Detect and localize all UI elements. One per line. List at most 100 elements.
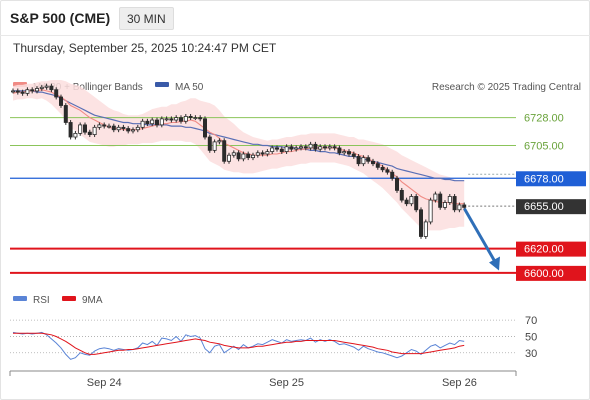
rsi-tick-70: 70 — [525, 315, 537, 327]
candle-body — [193, 117, 198, 120]
candle-body — [130, 129, 135, 132]
candle-body — [351, 153, 356, 157]
candle-body — [49, 85, 54, 91]
candle-body — [303, 146, 308, 149]
level-label-6655.00: 6655.00 — [524, 201, 564, 213]
candle-body — [438, 193, 443, 208]
ma50-legend-label: MA 50 — [175, 82, 204, 93]
candle-body — [385, 169, 390, 173]
timeframe-button[interactable]: 30 MIN — [119, 7, 174, 30]
candle-body — [102, 124, 107, 127]
candle-body — [202, 118, 207, 138]
candle-body — [399, 189, 404, 201]
candle-body — [169, 118, 174, 121]
ma50-legend-swatch — [155, 82, 169, 87]
candle-body — [462, 204, 467, 208]
candle-body — [322, 146, 327, 149]
candle-body — [260, 152, 265, 155]
candle-body — [92, 126, 97, 135]
level-label-6705.00: 6705.00 — [524, 141, 564, 153]
candle-body — [274, 147, 279, 150]
candle-body — [327, 146, 332, 149]
candle-body — [332, 146, 337, 149]
candle-body — [44, 85, 49, 88]
level-label-6620.00: 6620.00 — [524, 244, 564, 256]
rsi-tick-30: 30 — [525, 348, 537, 360]
candle-body — [154, 119, 159, 126]
candle-body — [375, 163, 380, 168]
candle-body — [370, 160, 375, 165]
candle-body — [442, 202, 447, 208]
candle-body — [418, 209, 423, 237]
candle-body — [174, 117, 179, 121]
candle-body — [54, 89, 59, 98]
rsi-tick-50: 50 — [525, 331, 537, 343]
candle-body — [107, 125, 112, 128]
timestamp: Thursday, September 25, 2025 10:24:47 PM… — [13, 41, 277, 55]
candle-body — [231, 152, 236, 156]
candle-body — [198, 117, 203, 120]
candle-body — [394, 177, 399, 191]
candle-body — [111, 125, 116, 131]
candle-body — [366, 157, 371, 162]
x-tick-label: Sep 25 — [269, 377, 304, 389]
candle-body — [284, 146, 289, 152]
candle-body — [145, 120, 150, 125]
candle-body — [30, 89, 35, 92]
candle-body — [308, 143, 313, 149]
rsi-legend-label: RSI — [33, 295, 50, 306]
forecast-arrow-head — [489, 256, 500, 271]
candle-body — [433, 193, 438, 201]
candle-body — [246, 153, 251, 159]
candle-body — [15, 90, 20, 93]
candle-body — [87, 131, 92, 136]
candle-body — [346, 151, 351, 155]
candle-body — [126, 128, 131, 132]
rsi-series-rsi — [12, 331, 465, 360]
candle-body — [423, 221, 428, 237]
candle-body — [226, 154, 231, 162]
candle-body — [212, 141, 217, 151]
level-tag-6620.00 — [516, 241, 586, 257]
candle-body — [298, 146, 303, 149]
candle-body — [236, 152, 241, 160]
time-axis: Sep 24 Sep 25 Sep 26 — [9, 370, 517, 389]
candle-body — [270, 147, 275, 152]
candle-body — [404, 199, 409, 205]
rsi-legend: RSI 9MA — [13, 295, 103, 306]
candle-body — [428, 199, 433, 223]
candle-body — [59, 96, 64, 106]
candle-body — [250, 154, 255, 159]
candle-body — [63, 105, 68, 123]
credit-label: Research © 2025 Trading Central — [432, 82, 581, 93]
candle-body — [356, 156, 361, 165]
candle-body — [188, 116, 193, 119]
candle-body — [380, 166, 385, 171]
candle-body — [97, 124, 102, 128]
candle-body — [457, 204, 462, 211]
ma9-legend-label: 9MA — [82, 295, 103, 306]
candle-body — [318, 146, 323, 150]
candle-body — [361, 157, 366, 165]
candle-body — [183, 116, 188, 122]
candle-body — [83, 124, 88, 133]
candle-body — [447, 196, 452, 203]
candle-body — [279, 148, 284, 152]
candle-body — [78, 124, 83, 134]
candle-body — [140, 120, 145, 128]
candle-body — [178, 117, 183, 122]
candle-body — [342, 151, 347, 154]
candle-body — [452, 196, 457, 211]
candle-body — [414, 196, 419, 211]
rsi-legend-swatch — [13, 296, 27, 301]
price-plot: 6728.00 6705.00 6678.00 6655.00 6620.00 6600.… — [10, 80, 586, 281]
candle-body — [313, 143, 318, 150]
level-tag-6600.00 — [516, 265, 586, 281]
candle-body — [255, 152, 260, 156]
level-label-6678.00: 6678.00 — [524, 173, 564, 185]
chart-header: S&P 500 (CME) 30 MIN — [0, 0, 590, 36]
level-label-6728.00: 6728.00 — [524, 113, 564, 125]
symbol-title: S&P 500 (CME) — [10, 10, 111, 26]
candle-body — [207, 136, 212, 151]
